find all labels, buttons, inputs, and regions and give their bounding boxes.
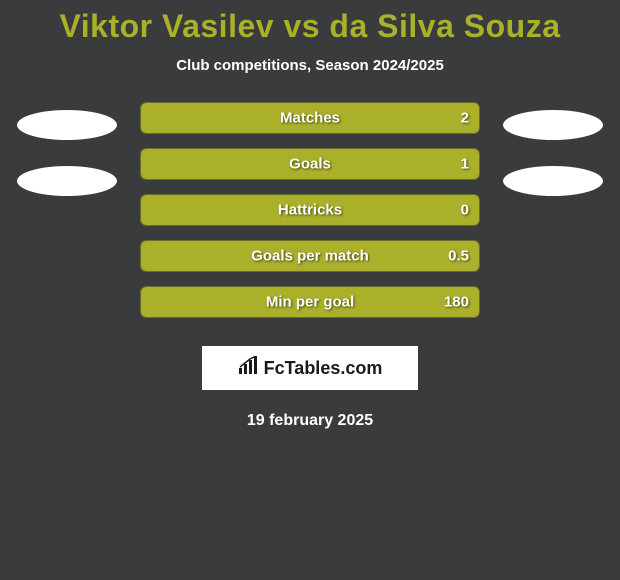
stat-label: Min per goal: [266, 294, 354, 311]
player-marker: [503, 110, 603, 140]
stat-value: 0: [461, 202, 469, 219]
player-marker: [17, 166, 117, 196]
stat-row-matches: Matches 2: [140, 102, 480, 134]
stat-value: 0.5: [448, 248, 469, 265]
stat-value: 1: [461, 156, 469, 173]
logo-text: FcTables.com: [264, 358, 383, 379]
stat-bars: Matches 2 Goals 1 Hattricks 0 Goals per …: [140, 102, 480, 318]
stat-value: 2: [461, 110, 469, 127]
stat-label: Goals: [289, 156, 331, 173]
page-title: Viktor Vasilev vs da Silva Souza: [0, 8, 620, 45]
player-marker: [503, 166, 603, 196]
stats-area: Matches 2 Goals 1 Hattricks 0 Goals per …: [0, 102, 620, 318]
stat-value: 180: [444, 294, 469, 311]
stat-label: Goals per match: [251, 248, 369, 265]
player-marker: [17, 110, 117, 140]
comparison-card: Viktor Vasilev vs da Silva Souza Club co…: [0, 0, 620, 430]
stat-row-hattricks: Hattricks 0: [140, 194, 480, 226]
site-logo[interactable]: FcTables.com: [202, 346, 418, 390]
right-player-col: [498, 102, 608, 196]
date-line: 19 february 2025: [0, 412, 620, 430]
stat-row-min-per-goal: Min per goal 180: [140, 286, 480, 318]
stat-row-goals: Goals 1: [140, 148, 480, 180]
stat-row-goals-per-match: Goals per match 0.5: [140, 240, 480, 272]
stat-label: Matches: [280, 110, 340, 127]
left-player-col: [12, 102, 122, 196]
subtitle: Club competitions, Season 2024/2025: [0, 57, 620, 74]
stat-label: Hattricks: [278, 202, 342, 219]
bar-chart-icon: [238, 356, 260, 381]
